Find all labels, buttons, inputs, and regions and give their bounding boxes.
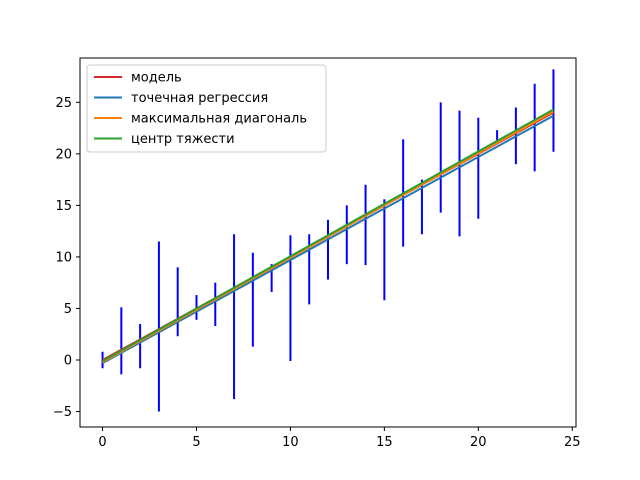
x-tick-label: 10 (282, 435, 299, 450)
series-line-3 (102, 108, 554, 362)
y-tick-label: 20 (55, 147, 72, 162)
legend-box (86, 64, 327, 153)
legend-label: центр тяжести (131, 132, 235, 147)
y-tick-label: 5 (64, 302, 72, 317)
series-lines (102, 108, 554, 364)
plot-frame (79, 57, 577, 428)
y-tick-label: −5 (53, 405, 72, 420)
series-line-1 (102, 114, 554, 364)
y-axis: −5 0 5 10 15 20 25 (53, 96, 80, 420)
y-tick-label: 15 (55, 199, 72, 214)
y-tick-label: 25 (55, 96, 72, 111)
x-tick-label: 5 (192, 435, 200, 450)
x-tick-label: 20 (470, 435, 487, 450)
legend-label: точечная регрессия (131, 91, 268, 106)
legend-label: модель (131, 71, 182, 86)
legend: модель точечная регрессия максимальная диа… (86, 64, 327, 153)
y-tick-label: 0 (64, 354, 72, 369)
x-tick-label: 25 (564, 435, 581, 450)
x-axis: 0 5 10 15 20 25 (98, 427, 581, 450)
legend-label: максимальная диагональ (131, 112, 307, 127)
series-line-2 (102, 110, 554, 363)
x-tick-label: 15 (376, 435, 393, 450)
x-tick-label: 0 (98, 435, 106, 450)
y-tick-label: 10 (55, 250, 72, 265)
